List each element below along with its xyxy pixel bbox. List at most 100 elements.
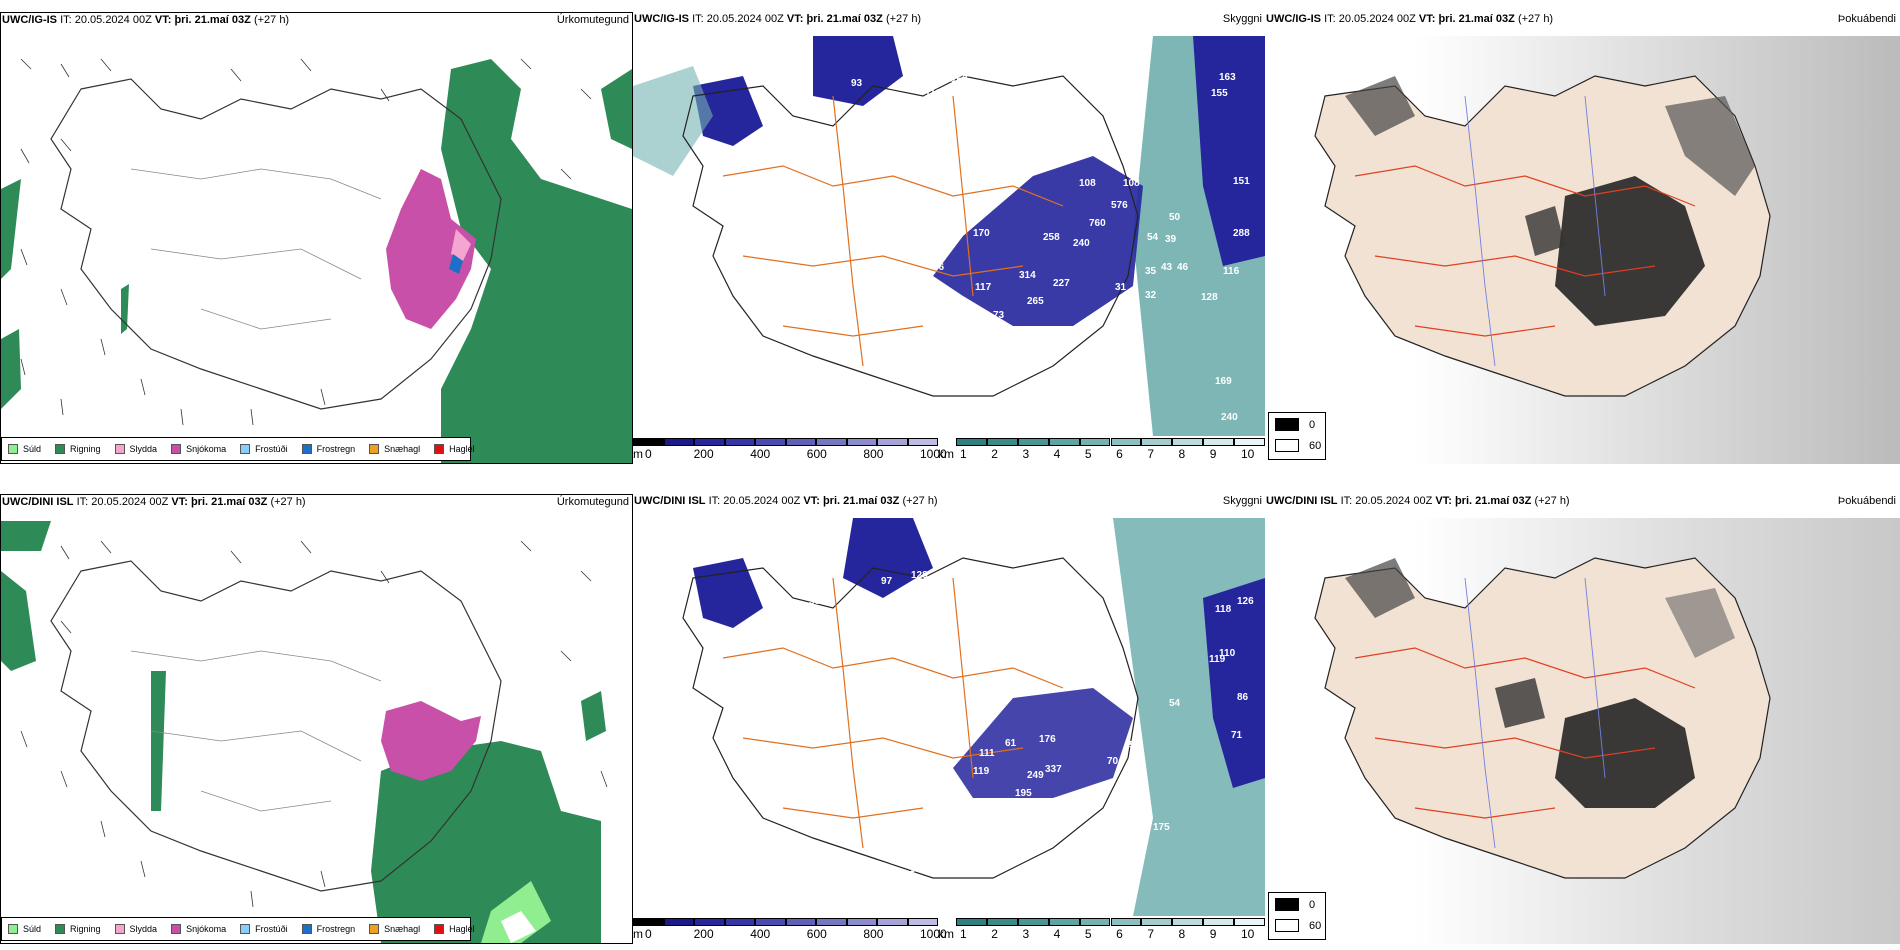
cloud-value: 67 <box>1081 342 1093 353</box>
visibility-tick-label: 10 <box>1241 927 1255 941</box>
colorbar-segment <box>1234 918 1265 926</box>
fog-panel-2: UWC/DINI ISL IT: 20.05.2024 00Z VT: þri.… <box>1265 494 1900 944</box>
cloud-value: 169 <box>1215 376 1232 387</box>
fog-panel-1: UWC/IG-IS IT: 20.05.2024 00Z VT: þri. 21… <box>1265 12 1900 464</box>
cloud-value: 108 <box>1123 178 1140 189</box>
colorbar-segment <box>724 918 755 926</box>
fog-min-label: 60 <box>1309 919 1322 932</box>
cloud-value: 18 <box>783 630 795 641</box>
cloud-value: 126 <box>1237 596 1254 607</box>
visibility-tick-label: 5 <box>1084 927 1092 941</box>
legend-item: Snjókoma <box>171 924 226 934</box>
colorbar-segment <box>663 438 694 446</box>
cloud-value: 132 <box>865 616 882 627</box>
cloud-value: 61 <box>1005 738 1017 749</box>
cloud-value: 128 <box>911 570 928 581</box>
model-name: UWC/IG-IS <box>2 14 57 26</box>
legend-item: Frostregn <box>301 444 355 454</box>
visibility-tick-label: 1 <box>960 927 967 941</box>
legend-swatch <box>369 444 380 454</box>
colorbar-segment <box>1234 438 1265 446</box>
cloud-value: 110 <box>925 88 942 99</box>
legend-item: Snæhagl <box>369 924 420 934</box>
lead-time: (+27 h) <box>1517 13 1554 25</box>
cloud-value: 54 <box>1147 232 1159 243</box>
cloud-value: 93 <box>851 78 863 89</box>
cloud-value: 163 <box>961 548 978 559</box>
visibility-tick-label: 3 <box>1022 927 1030 941</box>
colorbar-segment <box>785 918 816 926</box>
cloud-value: 109 <box>857 722 874 733</box>
colorbar-segment <box>694 438 725 446</box>
cloud-value: 31 <box>1115 282 1127 293</box>
cloud-value: 240 <box>1073 238 1090 249</box>
colorbar-segment <box>1141 918 1173 926</box>
cloud-map <box>633 36 1265 436</box>
cloud-value: 170 <box>973 228 990 239</box>
colorbar-segment <box>1048 438 1080 446</box>
visibility-tick-label: 2 <box>991 447 998 461</box>
precip-panel-2: UWC/DINI ISL IT: 20.05.2024 00Z VT: þri.… <box>0 494 633 944</box>
lead-time: (+27 h) <box>902 495 938 507</box>
visibility-unit: km <box>938 447 954 461</box>
height-tick-label: 800 <box>863 927 884 941</box>
model-name: UWC/IG-IS <box>1266 13 1321 25</box>
cloud-value: 249 <box>1027 770 1044 781</box>
cloud-value: 58 <box>809 596 821 607</box>
cloud-value: 113 <box>877 100 894 111</box>
visibility-tick-label: 7 <box>1147 447 1155 461</box>
panel-title: Skyggni <box>1222 13 1262 25</box>
colorbar-segment <box>663 918 694 926</box>
cloud-value: 116 <box>1223 266 1240 277</box>
valid-time-prefix: VT: <box>803 495 820 507</box>
valid-time-prefix: VT: <box>786 13 804 25</box>
init-time: 20.05.2024 00Z <box>706 13 784 25</box>
legend-item: Haglél <box>434 924 475 934</box>
legend-swatch <box>1275 418 1299 431</box>
model-name: UWC/DINI ISL <box>2 496 74 508</box>
cloud-colorbar: m 0 200 400 600 800 1000 km 1 2 3 4 5 6 7 8 9 10 <box>633 916 1265 944</box>
valid-time: þri. 21.maí 03Z <box>190 496 268 508</box>
legend-swatch <box>301 444 312 454</box>
visibility-unit: km <box>938 927 954 941</box>
legend-swatch <box>434 924 445 934</box>
cloud-value: 35 <box>1145 266 1157 277</box>
colorbar-segment <box>1110 918 1142 926</box>
height-tick-label: 400 <box>750 447 771 461</box>
fog-map <box>1265 36 1900 464</box>
cloud-value: 54 <box>1169 698 1181 709</box>
legend-swatch <box>1275 439 1299 452</box>
legend-swatch <box>369 924 380 934</box>
precip-legend: Súld Rigning Slydda Snjókoma Frostúði Fr… <box>1 917 475 941</box>
coastline <box>50 78 502 410</box>
init-time-prefix: IT: <box>1340 495 1356 507</box>
colorbar-segment <box>1017 438 1049 446</box>
colorbar-segment <box>877 918 908 926</box>
cloud-panel-2: UWC/DINI ISL IT: 20.05.2024 00Z VT: þri.… <box>633 494 1265 944</box>
legend-swatch <box>434 444 445 454</box>
legend-swatch <box>171 924 182 934</box>
visibility-tick-label: 3 <box>1022 447 1030 461</box>
fog-map <box>1265 518 1900 944</box>
colorbar-segment <box>1172 918 1204 926</box>
cloud-value: 50 <box>1169 212 1181 223</box>
height-tick-label: 200 <box>693 447 714 461</box>
init-time-prefix: IT: <box>692 13 707 25</box>
cloud-value: 107 <box>909 864 926 875</box>
height-tick-label: 0 <box>645 927 652 941</box>
legend-item: Súld <box>8 924 41 934</box>
cloud-value: 163 <box>951 74 968 85</box>
cloud-value: 47 <box>791 104 803 115</box>
colorbar-segment <box>956 918 987 926</box>
panel-title: Skyggni <box>1222 495 1262 507</box>
cloud-value: 288 <box>1233 228 1250 239</box>
cloud-value: 96 <box>1007 328 1019 339</box>
cloud-value: 39 <box>1165 234 1177 245</box>
visibility-tick-label: 8 <box>1178 447 1186 461</box>
colorbar-segment <box>1203 438 1235 446</box>
legend-item: Snæhagl <box>369 444 420 454</box>
colorbar-segment <box>1141 438 1173 446</box>
visibility-tick-label: 6 <box>1116 447 1123 461</box>
colorbar-segment <box>1110 438 1142 446</box>
cloud-value: 76 <box>1061 342 1073 353</box>
